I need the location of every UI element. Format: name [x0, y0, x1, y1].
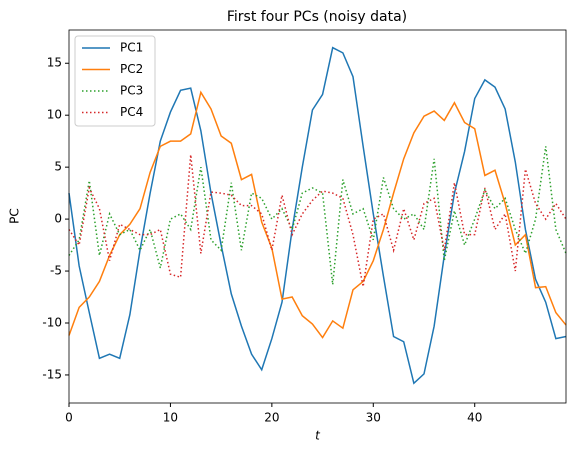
line-series	[68, 154, 567, 287]
y-tick-label: 5	[54, 160, 62, 174]
legend-label: PC1	[120, 41, 143, 55]
chart-title: First four PCs (noisy data)	[227, 9, 407, 25]
y-tick-label: -5	[50, 264, 62, 278]
legend-label: PC3	[120, 84, 143, 98]
y-tick-label: 10	[47, 108, 62, 122]
legend-label: PC4	[120, 105, 143, 119]
y-tick-label: -10	[42, 315, 62, 329]
y-axis-label: PC	[8, 208, 22, 224]
line-series	[68, 46, 567, 385]
line-series	[68, 146, 567, 285]
y-tick-label: 0	[54, 212, 62, 226]
line-series	[68, 90, 567, 339]
legend-box	[74, 35, 156, 127]
x-tick-label: 10	[163, 411, 178, 425]
y-tick-label: -15	[42, 367, 62, 381]
x-axis-label: t	[315, 429, 321, 443]
y-tick-label: 15	[47, 56, 62, 70]
x-tick-label: 40	[467, 411, 482, 425]
x-tick-label: 0	[65, 411, 73, 425]
legend-label: PC2	[120, 62, 143, 76]
x-tick-label: 20	[264, 411, 279, 425]
plot-frame	[68, 29, 567, 404]
x-tick-label: 30	[366, 411, 381, 425]
